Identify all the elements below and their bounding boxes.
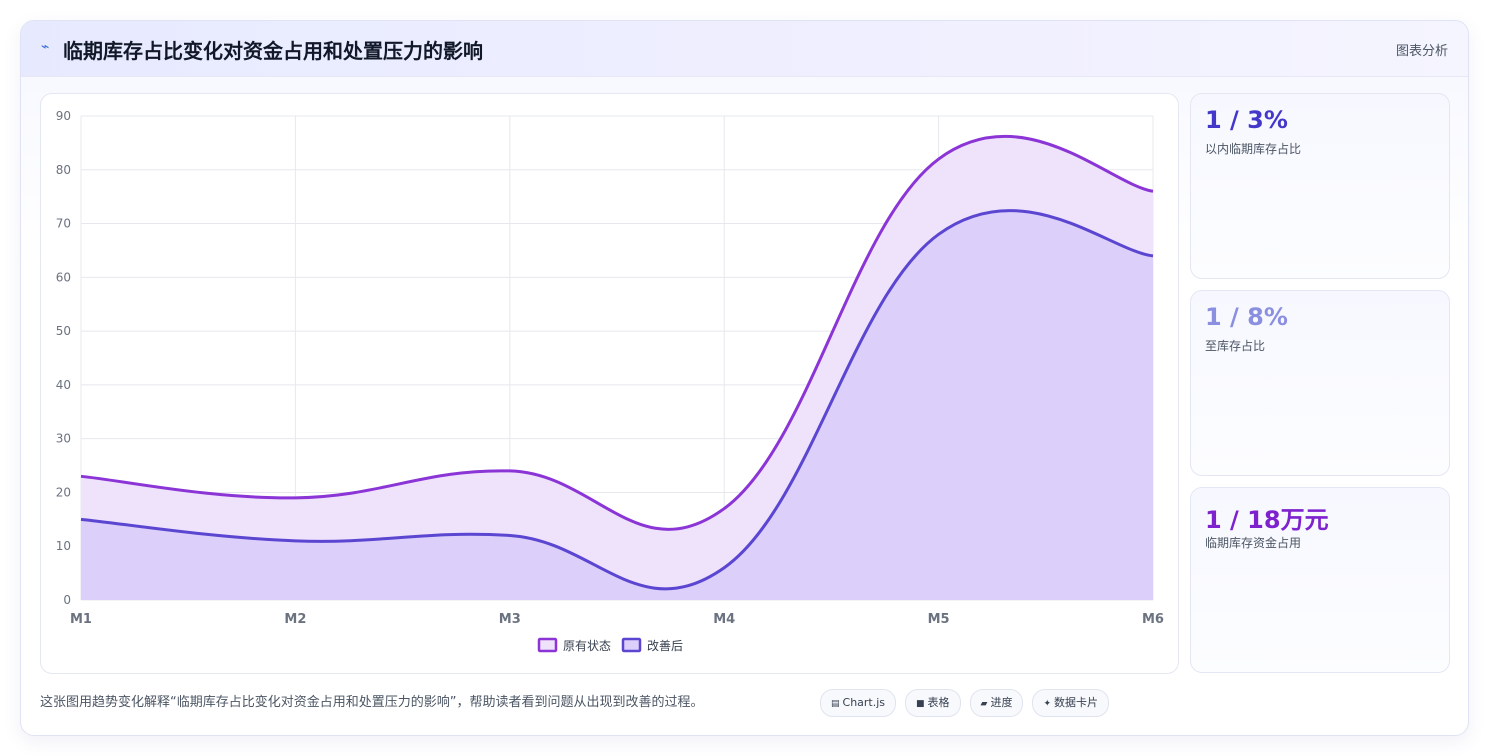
y-tick-label: 50 — [56, 324, 71, 338]
series-line-2 — [80, 209, 1154, 591]
y-tick-label: 60 — [56, 270, 71, 284]
table-icon: ■ — [916, 699, 925, 709]
y-tick-label: 90 — [56, 109, 71, 123]
pill-data-card[interactable]: ✦ 数据卡片 — [1032, 689, 1110, 717]
stat-card-3: 1 / 18万元 临期库存资金占用 — [1190, 487, 1450, 673]
y-tick-label: 40 — [56, 378, 71, 392]
chart-panel: 0 10 20 30 40 50 60 70 80 90 M1 M2 M3 M4 M5 M6 原有状态 改善后 — [40, 93, 1179, 674]
legend-label-1: 原有状态 — [563, 639, 611, 653]
chart-analysis-tag: 图表分析 — [1395, 44, 1448, 59]
pill-chartjs[interactable]: ▤ Chart.js — [820, 689, 897, 717]
area-chart: 0 10 20 30 40 50 60 70 80 90 M1 M2 M3 M4 M5 M6 原有状态 改善后 — [56, 109, 1164, 653]
x-tick-label: M2 — [284, 612, 306, 627]
chart-card: ⌁ 临期库存占比变化对资金占用和处置压力的影响 图表分析 0 10 20 30 40 50… — [20, 20, 1469, 736]
y-tick-label: 10 — [56, 539, 71, 553]
x-tick-label: M4 — [713, 612, 735, 627]
y-tick-label: 20 — [56, 485, 71, 499]
y-tick-label: 30 — [56, 432, 71, 446]
stat-label: 以内临期库存占比 — [1205, 142, 1302, 156]
card-icon: ✦ — [1043, 699, 1052, 709]
series-area-2 — [81, 210, 1153, 600]
legend-swatch-2 — [621, 637, 642, 653]
legend-swatch-1 — [537, 637, 558, 653]
stat-card-2: 1 / 8% 至库存占比 — [1190, 290, 1450, 476]
pill-table[interactable]: ■ 表格 — [905, 689, 961, 717]
pill-label: 进度 — [990, 696, 1013, 709]
chart-description: 这张图用趋势变化解释“临期库存占比变化对资金占用和处置压力的影响”，帮助读者看到… — [40, 695, 704, 710]
stat-value: 1 / 8% — [1205, 303, 1288, 331]
pill-label: 数据卡片 — [1054, 696, 1099, 709]
pill-progress[interactable]: ▰ 进度 — [969, 689, 1024, 717]
x-tick-label: M1 — [70, 612, 92, 627]
stat-value: 1 / 18万元 — [1205, 506, 1329, 534]
stat-label: 至库存占比 — [1205, 339, 1266, 353]
y-tick-label: 70 — [56, 217, 71, 231]
progress-icon: ▰ — [980, 699, 988, 709]
card-header: ⌁ 临期库存占比变化对资金占用和处置压力的影响 图表分析 — [21, 21, 1468, 77]
stat-label: 临期库存资金占用 — [1205, 536, 1302, 550]
x-tick-label: M5 — [928, 612, 950, 627]
tag-pills: ▤ Chart.js ■ 表格 ▰ 进度 ✦ 数据卡片 — [820, 689, 1110, 717]
page-title: 临期库存占比变化对资金占用和处置压力的影响 — [63, 39, 483, 63]
legend-label-2: 改善后 — [647, 638, 683, 653]
y-tick-label: 80 — [56, 163, 71, 177]
pill-label: 表格 — [927, 696, 950, 709]
series-line-1 — [80, 135, 1154, 531]
y-tick-label: 0 — [63, 593, 71, 607]
chart-icon: ▤ — [831, 699, 840, 709]
x-tick-label: M6 — [1142, 612, 1164, 627]
trend-line-icon: ⌁ — [41, 39, 50, 55]
stat-value: 1 / 3% — [1205, 106, 1288, 134]
stat-card-1: 1 / 3% 以内临期库存占比 — [1190, 93, 1450, 279]
x-tick-label: M3 — [499, 612, 521, 627]
pill-label: Chart.js — [842, 696, 886, 709]
